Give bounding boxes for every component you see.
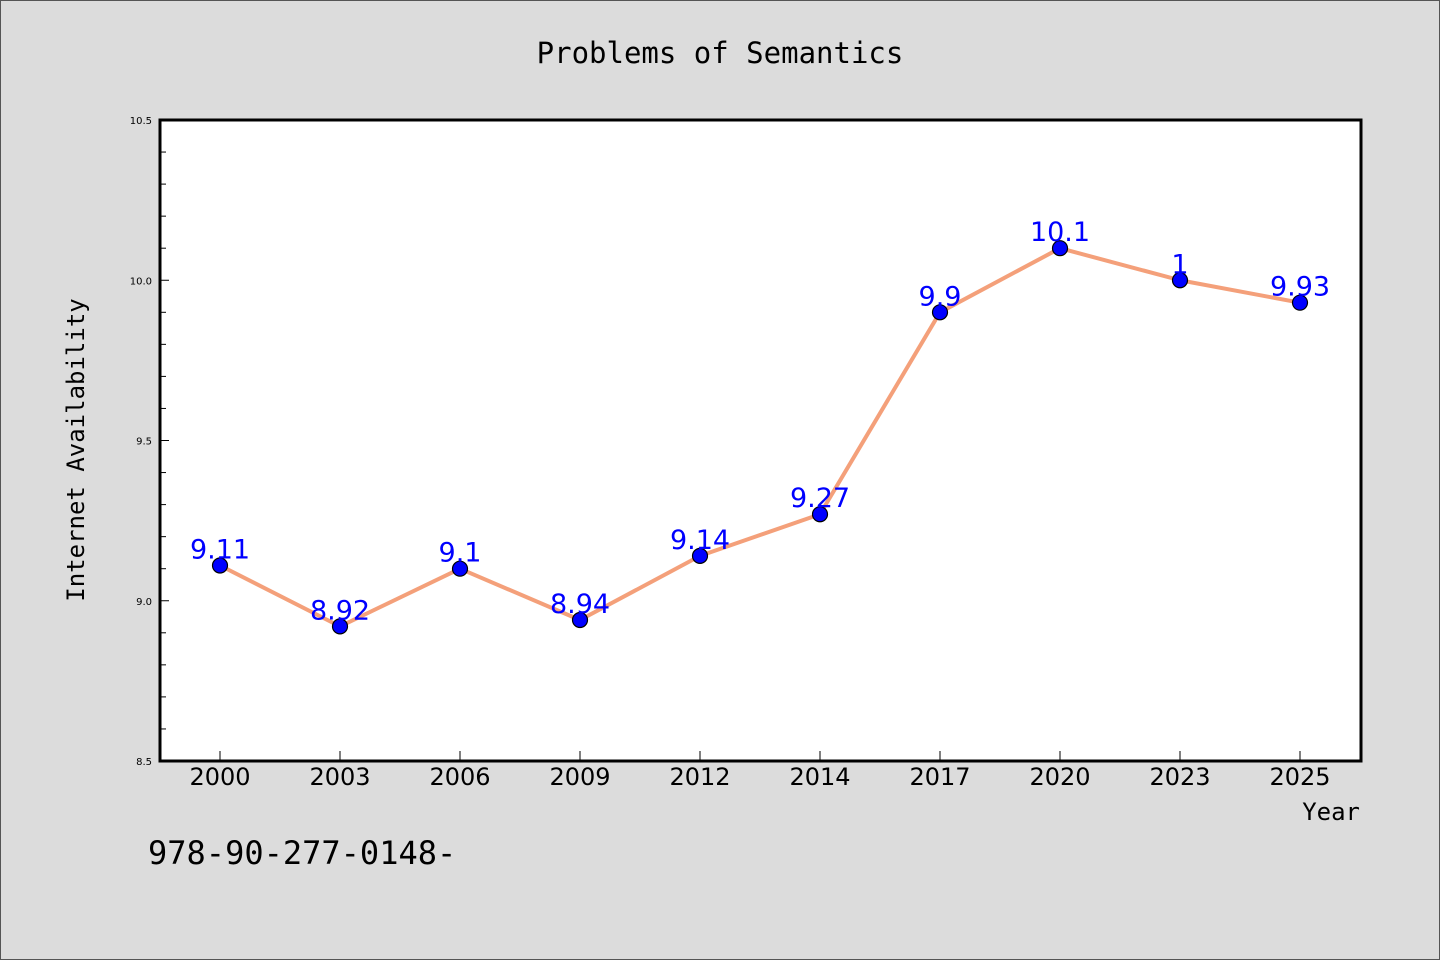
x-tick-label: 2009 [549, 763, 610, 791]
y-tick-label: 9.0 [136, 597, 152, 608]
data-point [571, 611, 589, 629]
y-tick-label: 10.5 [130, 116, 152, 127]
data-point [331, 618, 349, 635]
plot-area [160, 120, 1361, 761]
x-tick-label: 2003 [309, 763, 370, 791]
y-tick-label: 8.5 [136, 757, 152, 768]
x-tick-label: 2006 [429, 763, 490, 791]
data-label: 9.14 [670, 525, 730, 556]
data-label: 10.1 [1030, 217, 1090, 248]
x-tick-label: 2000 [189, 763, 250, 791]
series-line [218, 246, 1302, 629]
x-tick-label: 2023 [1149, 763, 1210, 791]
x-tick-label: 2017 [909, 763, 970, 791]
x-axis-label: Year [1302, 798, 1360, 826]
data-point [1291, 294, 1309, 311]
x-tick-label: 2020 [1029, 763, 1090, 791]
data-point [211, 557, 229, 574]
data-labels: 9.11 8.92 9.1 8.94 9.14 9.27 9.9 10.1 1 9.93 [190, 217, 1330, 626]
x-tick-label: 2014 [789, 763, 850, 791]
data-label: 9.93 [1270, 272, 1330, 303]
footer-isbn-text: 978-90-277-0148- [148, 834, 456, 872]
data-point [931, 304, 949, 321]
data-markers [211, 240, 1309, 635]
y-axis-label: Internet Availability [62, 298, 90, 601]
data-point [811, 506, 829, 523]
data-point [1051, 240, 1069, 257]
data-label: 9.1 [439, 538, 482, 569]
data-label: 9.11 [190, 534, 250, 565]
data-point [691, 547, 709, 564]
data-point [1171, 272, 1189, 289]
data-label: 8.92 [310, 595, 370, 626]
x-axis: 2000 2003 2006 2009 2012 2014 2017 2020 2023 2025 [189, 751, 1331, 791]
y-tick-label: 9.5 [136, 437, 152, 448]
plot-border [158, 118, 1363, 763]
x-tick-label: 2025 [1269, 763, 1330, 791]
data-label: 9.27 [790, 483, 850, 514]
data-label: 1 [1171, 249, 1188, 280]
x-tick-label: 2012 [669, 763, 730, 791]
data-label: 8.94 [550, 589, 610, 620]
chart-title: Problems of Semantics [537, 36, 904, 70]
y-tick-label: 10.0 [130, 276, 152, 287]
data-point [451, 560, 469, 577]
data-label: 9.9 [919, 281, 962, 312]
